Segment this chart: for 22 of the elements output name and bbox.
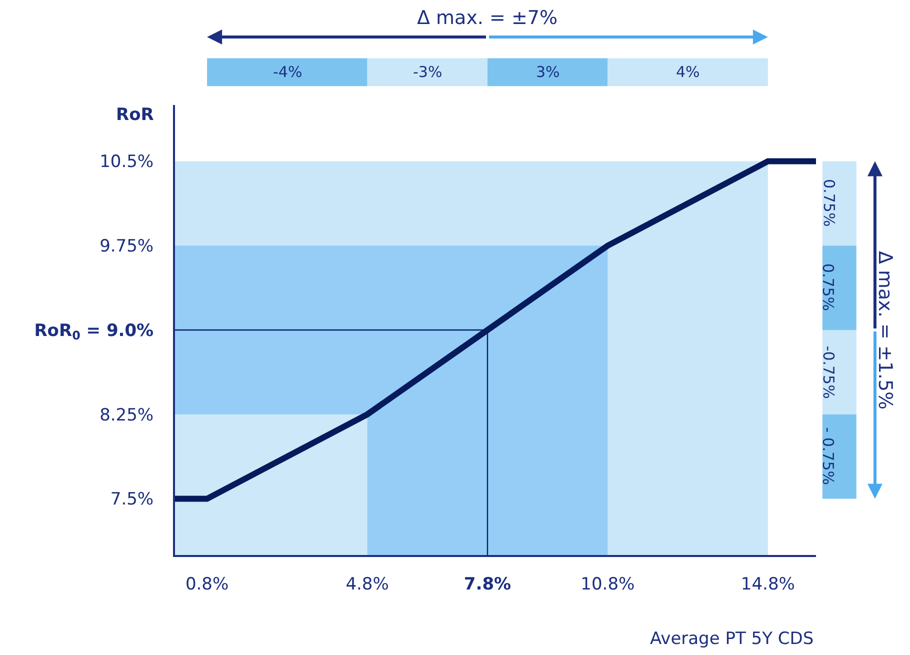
y-axis-title: RoR — [116, 105, 154, 125]
x-tick-label: 7.8% — [464, 574, 512, 594]
text: 0.75% — [819, 263, 838, 312]
text: 4% — [676, 63, 700, 81]
x-tick-label: 0.8% — [185, 574, 229, 594]
y-tick-label: RoR$_{0}$ = 9.0% — [34, 320, 154, 343]
text: -4% — [273, 63, 302, 81]
text: - 0.75% — [818, 427, 837, 486]
text: -3% — [413, 63, 442, 81]
text: 0.75% — [820, 179, 838, 227]
x-tick-label: 14.8% — [740, 574, 795, 594]
y-tick-label: 9.75% — [100, 236, 154, 257]
x-tick-label: 10.8% — [580, 574, 635, 594]
x-tick-label: 4.8% — [346, 574, 389, 594]
text: 3% — [536, 63, 560, 81]
text: Δ max. = ±1.5% — [874, 250, 896, 410]
y-tick-label: 10.5% — [100, 152, 154, 172]
x-axis-title: Average PT 5Y CDS — [650, 629, 814, 649]
text: Δ max. = ±7% — [417, 7, 558, 29]
y-tick-label: 7.5% — [110, 490, 154, 510]
y-tick-label: 8.25% — [100, 405, 154, 426]
text: -0.75% — [820, 346, 838, 399]
